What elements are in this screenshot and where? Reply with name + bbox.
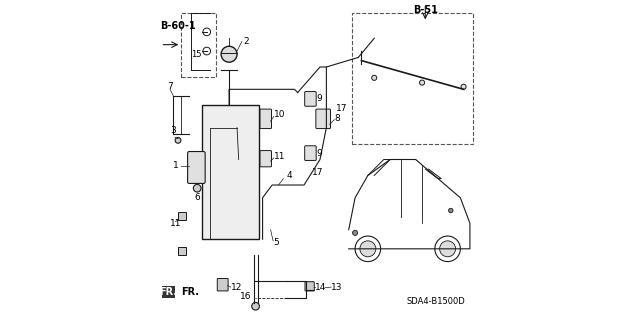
Text: 13: 13 (331, 283, 342, 292)
FancyBboxPatch shape (188, 152, 205, 183)
Text: 1: 1 (173, 161, 179, 170)
Text: 17: 17 (312, 168, 324, 177)
Text: B-60-1: B-60-1 (161, 20, 196, 31)
Circle shape (440, 241, 456, 257)
FancyBboxPatch shape (178, 247, 186, 255)
FancyBboxPatch shape (305, 92, 316, 106)
FancyBboxPatch shape (305, 146, 316, 160)
FancyBboxPatch shape (218, 278, 228, 291)
Circle shape (353, 230, 358, 235)
FancyBboxPatch shape (260, 109, 271, 129)
Text: 8: 8 (334, 114, 340, 122)
Circle shape (355, 236, 381, 262)
Text: FR.: FR. (159, 287, 177, 297)
FancyBboxPatch shape (316, 109, 330, 129)
Circle shape (360, 241, 376, 257)
Circle shape (461, 84, 466, 89)
Text: 10: 10 (274, 110, 285, 119)
Circle shape (221, 46, 237, 62)
Text: 4: 4 (287, 171, 292, 180)
Text: 2: 2 (243, 37, 249, 46)
Circle shape (203, 28, 211, 36)
Text: 7: 7 (167, 82, 173, 91)
Circle shape (175, 137, 181, 143)
FancyBboxPatch shape (162, 286, 175, 298)
Text: 17: 17 (336, 104, 348, 113)
Circle shape (193, 184, 201, 192)
Text: 3: 3 (170, 126, 176, 135)
Circle shape (435, 236, 460, 262)
Text: 5: 5 (274, 238, 280, 247)
Text: 14: 14 (316, 283, 326, 292)
FancyBboxPatch shape (202, 105, 259, 239)
Text: 15: 15 (191, 50, 202, 59)
Text: 11: 11 (170, 219, 182, 228)
FancyBboxPatch shape (305, 282, 314, 291)
Circle shape (203, 47, 211, 55)
Circle shape (420, 80, 424, 85)
FancyBboxPatch shape (260, 151, 271, 167)
Text: 9: 9 (317, 149, 323, 158)
Text: FR.: FR. (181, 287, 199, 297)
Text: 11: 11 (274, 152, 285, 161)
Text: SDA4-B1500D: SDA4-B1500D (406, 297, 465, 306)
FancyBboxPatch shape (178, 212, 186, 220)
Circle shape (252, 302, 259, 310)
Text: 6: 6 (195, 193, 200, 202)
Text: B-51: B-51 (413, 4, 438, 15)
Text: 9: 9 (317, 94, 323, 103)
Text: 12: 12 (230, 283, 242, 292)
Circle shape (372, 75, 377, 80)
Text: 16: 16 (240, 292, 252, 301)
Circle shape (449, 208, 453, 213)
